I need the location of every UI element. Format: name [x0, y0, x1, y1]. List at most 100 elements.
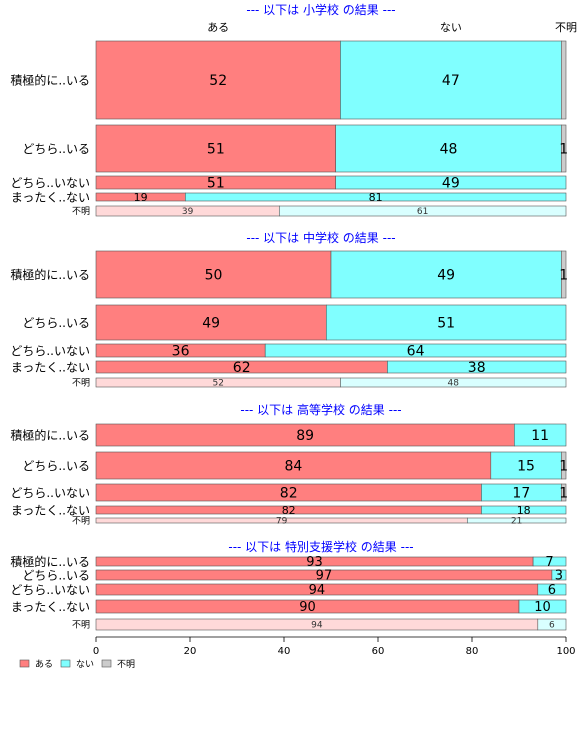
bar-segment	[340, 40, 562, 120]
x-tick-label: 80	[466, 646, 479, 657]
row-label: どちら..いない	[10, 176, 90, 190]
data-label: 38	[468, 360, 486, 376]
row-label: どちら..いない	[10, 486, 90, 500]
bar-segment	[335, 124, 562, 173]
data-label: 1	[559, 268, 568, 284]
bar-segment	[95, 124, 336, 173]
row-label: 不明	[72, 206, 90, 217]
bar-segment	[95, 304, 327, 341]
data-label: 19	[134, 191, 148, 204]
bar-segment	[330, 250, 562, 299]
data-label: 3	[555, 569, 563, 584]
data-label: 64	[407, 344, 425, 360]
bar-segment	[560, 250, 567, 299]
bar-segment	[490, 451, 562, 480]
data-label: 6	[549, 621, 555, 631]
bar-segment	[518, 599, 567, 614]
legend-swatch	[101, 659, 112, 668]
bar-segment	[537, 618, 567, 631]
x-tick-label: 0	[93, 646, 99, 657]
data-label: 36	[172, 344, 190, 360]
data-label: 81	[369, 191, 383, 204]
data-label: 49	[437, 268, 455, 284]
x-tick-label: 100	[556, 646, 575, 657]
row-label: まったく..ない	[11, 190, 90, 204]
data-label: 84	[284, 459, 302, 475]
data-label: 82	[280, 486, 298, 502]
data-label: 52	[212, 379, 223, 389]
data-label: 1	[559, 142, 568, 158]
data-label: 49	[442, 176, 460, 192]
data-label: 18	[517, 504, 531, 517]
row-label: どちら..いる	[22, 316, 90, 330]
data-label: 51	[207, 176, 225, 192]
row-label: 積極的に..いる	[10, 267, 90, 282]
row-label: 不明	[72, 516, 90, 527]
row-label: 不明	[72, 620, 90, 631]
data-label: 82	[282, 504, 296, 517]
row-label: 不明	[72, 378, 90, 389]
data-label: 89	[296, 428, 314, 444]
row-label: どちら..いない	[10, 344, 90, 358]
data-label: 11	[531, 428, 549, 444]
data-label: 94	[311, 621, 323, 631]
row-label: 積極的に..いる	[10, 427, 90, 442]
row-label: どちら..いない	[10, 583, 90, 597]
bar-segment	[95, 451, 492, 480]
row-label: どちら..いる	[22, 142, 90, 156]
data-label: 97	[316, 569, 333, 584]
bar-segment	[560, 40, 567, 120]
bar-segment	[560, 451, 567, 480]
bar-segment	[264, 343, 567, 358]
bar-segment	[335, 175, 567, 190]
x-tick-label: 60	[372, 646, 385, 657]
row-label: まったく..ない	[11, 503, 90, 517]
data-label: 47	[442, 73, 460, 89]
data-label: 49	[202, 316, 220, 332]
bar-segment	[551, 569, 567, 581]
row-label: 積極的に..いる	[10, 554, 90, 569]
data-label: 1	[559, 459, 568, 475]
data-label: 7	[545, 555, 553, 570]
legend-swatch	[19, 659, 30, 668]
bar-segment	[466, 517, 567, 524]
panel-title: --- 以下は 高等学校 の結果 ---	[240, 402, 401, 417]
bar-segment	[340, 377, 567, 388]
data-label: 21	[511, 517, 522, 527]
data-label: 15	[517, 459, 535, 475]
bar-segment	[537, 583, 567, 596]
legend-label: ない	[76, 659, 94, 670]
top-column-label: ない	[440, 21, 462, 34]
data-label: 93	[306, 555, 323, 570]
row-label: どちら..いる	[22, 459, 90, 473]
x-tick-label: 20	[184, 646, 197, 657]
data-label: 52	[209, 73, 227, 89]
bar-segment	[532, 556, 567, 567]
data-label: 61	[417, 207, 428, 217]
data-label: 10	[534, 600, 551, 615]
panel-title: --- 以下は 中学校 の結果 ---	[246, 230, 395, 245]
row-label: まったく..ない	[11, 600, 90, 614]
bar-segment	[278, 205, 567, 217]
legend-label: ある	[35, 659, 53, 670]
data-label: 39	[182, 207, 194, 217]
row-label: まったく..ない	[11, 360, 90, 374]
data-label: 90	[299, 600, 316, 615]
legend-label: 不明	[117, 659, 135, 670]
data-label: 17	[512, 486, 530, 502]
top-column-label: ある	[207, 21, 229, 34]
bar-segment	[560, 483, 567, 502]
bar-segment	[185, 192, 567, 202]
row-label: どちら..いる	[22, 568, 90, 582]
top-column-label: 不明	[555, 21, 577, 34]
bar-segment	[387, 360, 567, 374]
data-label: 48	[440, 142, 458, 158]
bar-segment	[560, 124, 567, 173]
data-label: 79	[276, 517, 288, 527]
data-label: 51	[207, 142, 225, 158]
bar-segment	[325, 304, 567, 341]
bar-segment	[95, 40, 341, 120]
legend-swatch	[60, 659, 71, 668]
